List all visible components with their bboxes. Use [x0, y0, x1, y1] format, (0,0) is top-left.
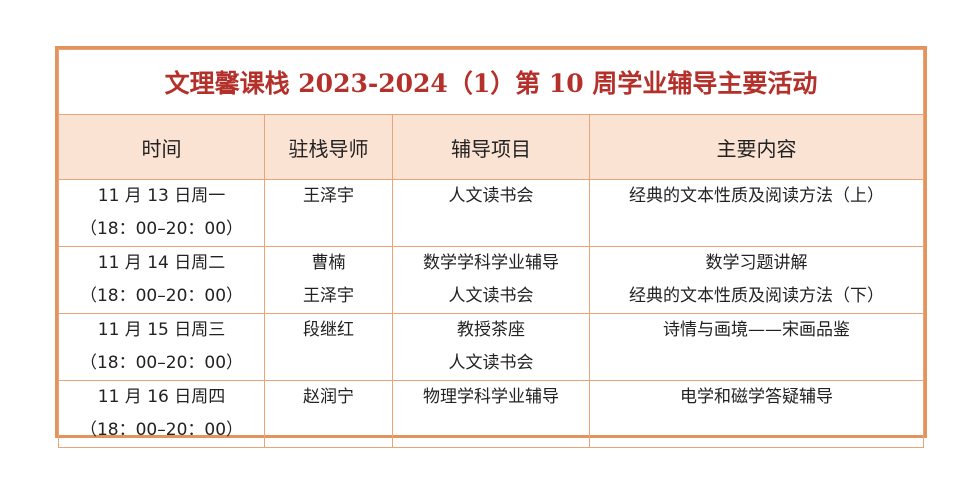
- content-cell-line: 电学和磁学答疑辅导: [680, 387, 833, 407]
- time-cell-line: 11 月 15 日周三: [97, 320, 226, 340]
- time-cell-line: 11 月 16 日周四: [97, 387, 226, 407]
- project-cell: 人文读书会: [392, 179, 590, 247]
- time-cell-line: （18：00–20：00）: [79, 353, 244, 373]
- tutor-cell-line: 段继红: [303, 320, 354, 340]
- header-content: 主要内容: [589, 114, 924, 180]
- table-row: 11 月 13 日周一 （18：00–20：00） 王泽宇 人文读书会 经典的文本性质及…: [58, 179, 924, 247]
- project-cell: 物理学科学业辅导: [392, 380, 590, 448]
- activity-table: 文理馨课栈 2023-2024（1）第 10 周学业辅导主要活动 时间 驻栈导师…: [55, 46, 927, 448]
- time-cell: 11 月 16 日周四 （18：00–20：00）: [58, 380, 265, 448]
- project-cell-line: 数学学科学业辅导: [423, 253, 559, 273]
- content-cell-line: 经典的文本性质及阅读方法（上）: [629, 186, 884, 206]
- content-cell-line: 数学习题讲解: [705, 253, 808, 273]
- content-cell-line: 经典的文本性质及阅读方法（下）: [629, 286, 884, 306]
- project-cell-line: 人文读书会: [448, 186, 534, 206]
- table-row: 11 月 14 日周二 （18：00–20：00） 曹楠 王泽宇 数学学科学业辅导 人文读…: [58, 246, 924, 314]
- table-row: 11 月 15 日周三 （18：00–20：00） 段继红 教授茶座人文读书会 诗情与画…: [58, 313, 924, 381]
- tutor-cell: 曹楠 王泽宇: [264, 246, 393, 314]
- tutor-cell: 段继红: [264, 313, 393, 381]
- content-cell: 数学习题讲解经典的文本性质及阅读方法（下）: [589, 246, 924, 314]
- tutor-cell: 赵润宁: [264, 380, 393, 448]
- content-cell: 诗情与画境——宋画品鉴: [589, 313, 924, 381]
- time-cell-line: （18：00–20：00）: [79, 420, 244, 440]
- tutor-cell-line: 王泽宇: [303, 186, 354, 206]
- project-cell-line: 教授茶座: [457, 320, 525, 340]
- header-project: 辅导项目: [392, 114, 590, 180]
- header-time: 时间: [58, 114, 265, 180]
- table-title: 文理馨课栈 2023-2024（1）第 10 周学业辅导主要活动: [58, 49, 924, 115]
- time-cell-line: （18：00–20：00）: [79, 219, 244, 239]
- project-cell-line: 物理学科学业辅导: [423, 387, 559, 407]
- content-cell: 经典的文本性质及阅读方法（上）: [589, 179, 924, 247]
- time-cell: 11 月 15 日周三 （18：00–20：00）: [58, 313, 265, 381]
- project-cell: 教授茶座 人文读书会: [392, 313, 590, 381]
- header-tutor: 驻栈导师: [264, 114, 393, 180]
- time-cell: 11 月 13 日周一 （18：00–20：00）: [58, 179, 265, 247]
- project-cell-line: 人文读书会: [448, 286, 534, 306]
- content-cell: 电学和磁学答疑辅导: [589, 380, 924, 448]
- time-cell-line: （18：00–20：00）: [79, 286, 244, 306]
- time-cell: 11 月 14 日周二 （18：00–20：00）: [58, 246, 265, 314]
- project-cell-line: 人文读书会: [448, 353, 534, 373]
- table-row: 11 月 16 日周四 （18：00–20：00） 赵润宁 物理学科学业辅导 电学和磁学…: [58, 380, 924, 448]
- content-cell-line: 诗情与画境——宋画品鉴: [663, 320, 850, 340]
- tutor-cell: 王泽宇: [264, 179, 393, 247]
- tutor-cell-line: 赵润宁: [303, 387, 354, 407]
- project-cell: 数学学科学业辅导 人文读书会: [392, 246, 590, 314]
- tutor-cell-line: 曹楠: [311, 253, 346, 273]
- time-cell-line: 11 月 13 日周一: [97, 186, 226, 206]
- tutor-cell-line: 王泽宇: [303, 286, 354, 306]
- time-cell-line: 11 月 14 日周二: [97, 253, 226, 273]
